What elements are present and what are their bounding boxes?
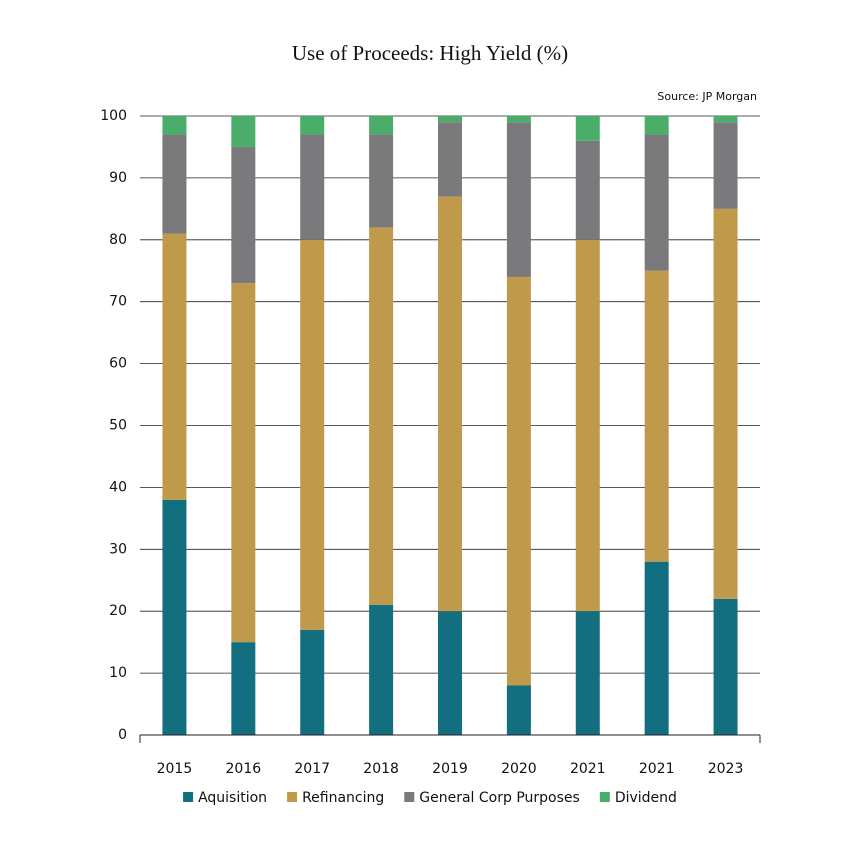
bar-segment (506, 276, 531, 686)
bar-segment (162, 116, 187, 135)
bar-segment (369, 116, 394, 135)
legend-swatch (183, 792, 194, 802)
y-tick-label: 30 (109, 541, 127, 557)
bar-segment (506, 122, 531, 277)
bar-segment (713, 116, 738, 123)
legend-label: Aquisition (198, 790, 267, 806)
y-tick-label: 20 (109, 603, 127, 619)
bar-segment (300, 116, 325, 135)
bar-segment (644, 134, 669, 271)
bar-segment (300, 239, 325, 630)
x-tick-label: 2017 (294, 761, 330, 777)
chart-title: Use of Proceeds: High Yield (%) (292, 41, 568, 65)
bar-segment (438, 611, 462, 735)
y-tick-label: 80 (109, 232, 127, 248)
bar-segment (162, 134, 187, 234)
bar-segment (369, 227, 394, 606)
x-tick-label: 2021 (639, 761, 675, 777)
x-tick-label: 2021 (570, 761, 606, 777)
bar-segment (575, 239, 600, 612)
bar-segment (231, 146, 256, 284)
legend-swatch (287, 792, 298, 802)
y-tick-label: 40 (109, 479, 127, 495)
bar-segment (644, 116, 669, 135)
bar-segment (162, 233, 187, 500)
bar-segment (300, 134, 325, 240)
bar-segment (713, 122, 738, 209)
legend-swatch (599, 792, 610, 802)
source-note: Source: JP Morgan (657, 90, 757, 103)
bar-segment (369, 134, 394, 228)
legend-label: General Corp Purposes (419, 790, 580, 806)
legend-label: Dividend (615, 790, 677, 806)
bar-segment (369, 605, 394, 735)
bar-segment (231, 642, 256, 735)
bar-segment (644, 270, 669, 562)
y-tick-label: 10 (109, 665, 127, 681)
legend-swatch (404, 792, 415, 802)
y-tick-label: 70 (109, 294, 127, 310)
bar-segment (713, 208, 738, 599)
y-tick-label: 90 (109, 170, 127, 186)
bar-segment (438, 122, 462, 197)
bar-segment (575, 116, 600, 141)
bar-segment (231, 283, 256, 643)
x-tick-label: 2015 (157, 761, 193, 777)
bar-segment (575, 140, 600, 240)
bar-segment (438, 196, 462, 612)
x-tick-label: 2020 (501, 761, 537, 777)
bar-segment (575, 611, 600, 735)
y-tick-label: 100 (100, 108, 127, 124)
bar-segment (438, 116, 462, 123)
bar-segment (506, 116, 531, 123)
x-tick-label: 2018 (363, 761, 399, 777)
bar-segment (231, 116, 256, 147)
y-tick-label: 60 (109, 356, 127, 372)
bar-segment (506, 685, 531, 735)
x-tick-label: 2023 (708, 761, 744, 777)
y-tick-label: 0 (118, 727, 127, 743)
legend-label: Refinancing (302, 790, 384, 806)
x-tick-label: 2019 (432, 761, 468, 777)
y-tick-label: 50 (109, 418, 127, 434)
bar-segment (300, 629, 325, 735)
bar-segment (713, 598, 738, 735)
x-tick-label: 2016 (226, 761, 262, 777)
bar-segment (644, 561, 669, 735)
bar-segment (162, 499, 187, 735)
